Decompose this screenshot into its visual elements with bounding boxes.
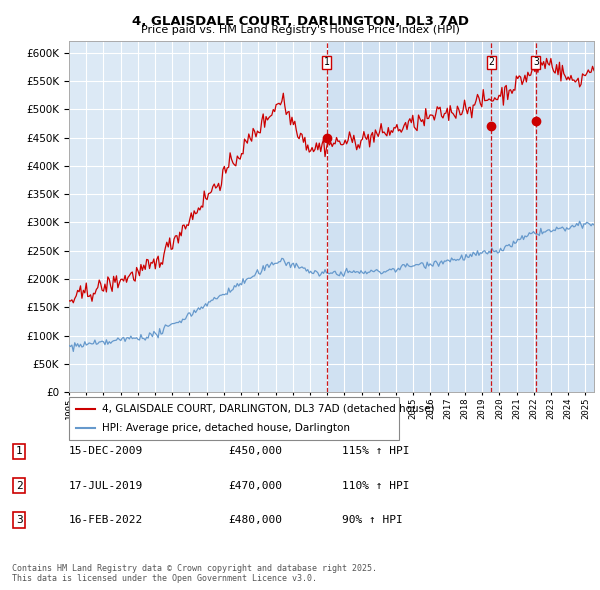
Text: 16-FEB-2022: 16-FEB-2022 <box>69 515 143 525</box>
Text: 4, GLAISDALE COURT, DARLINGTON, DL3 7AD: 4, GLAISDALE COURT, DARLINGTON, DL3 7AD <box>131 15 469 28</box>
Text: £450,000: £450,000 <box>228 447 282 456</box>
Text: 1: 1 <box>16 447 23 456</box>
Bar <box>326 41 594 392</box>
Text: 115% ↑ HPI: 115% ↑ HPI <box>342 447 409 456</box>
Text: £480,000: £480,000 <box>228 515 282 525</box>
Text: HPI: Average price, detached house, Darlington: HPI: Average price, detached house, Darl… <box>102 422 350 432</box>
Text: 110% ↑ HPI: 110% ↑ HPI <box>342 481 409 490</box>
Text: 17-JUL-2019: 17-JUL-2019 <box>69 481 143 490</box>
Text: Price paid vs. HM Land Registry's House Price Index (HPI): Price paid vs. HM Land Registry's House … <box>140 25 460 35</box>
Text: 2: 2 <box>488 57 494 67</box>
Text: 15-DEC-2009: 15-DEC-2009 <box>69 447 143 456</box>
Text: 3: 3 <box>533 57 539 67</box>
Text: Contains HM Land Registry data © Crown copyright and database right 2025.
This d: Contains HM Land Registry data © Crown c… <box>12 563 377 583</box>
Text: 3: 3 <box>16 515 23 525</box>
Text: 2: 2 <box>16 481 23 490</box>
Text: 1: 1 <box>323 57 329 67</box>
FancyBboxPatch shape <box>69 397 399 440</box>
Text: 4, GLAISDALE COURT, DARLINGTON, DL3 7AD (detached house): 4, GLAISDALE COURT, DARLINGTON, DL3 7AD … <box>102 404 434 414</box>
Text: £470,000: £470,000 <box>228 481 282 490</box>
Text: 90% ↑ HPI: 90% ↑ HPI <box>342 515 403 525</box>
